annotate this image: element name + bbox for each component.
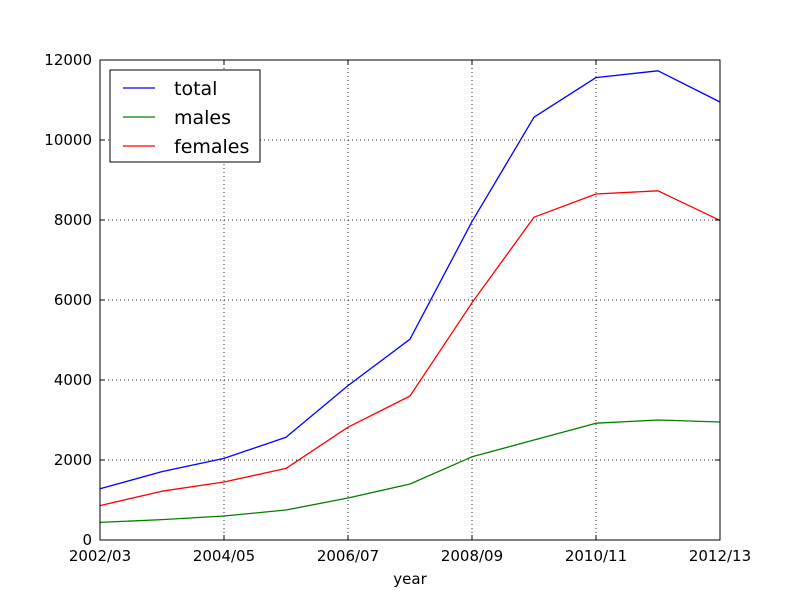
x-tick-label: 2006/07	[317, 547, 379, 565]
legend-label-males: males	[174, 107, 231, 129]
x-tick-label: 2012/13	[689, 547, 751, 565]
x-tick-label: 2002/03	[69, 547, 131, 565]
axis-ticks	[99, 59, 721, 541]
y-tick-label: 8000	[54, 211, 92, 229]
legend-items: total males females	[123, 78, 249, 158]
x-axis-tick-labels: 2002/03 2004/05 2006/07 2008/09 2010/11 2012/…	[69, 547, 751, 565]
legend-frame	[109, 69, 261, 163]
series-lines	[99, 70, 721, 524]
series-line-total	[99, 70, 721, 490]
y-tick-label: 12000	[44, 51, 92, 69]
y-tick-label: 2000	[54, 451, 92, 469]
series-line-females	[99, 190, 721, 507]
legend-label-total: total	[174, 78, 217, 100]
x-tick-label: 2004/05	[193, 547, 255, 565]
legend: total males females	[109, 69, 261, 163]
y-axis-tick-labels: 0 2000 4000 6000 8000 10000 12000	[44, 51, 92, 549]
y-tick-label: 0	[82, 531, 92, 549]
y-tick-label: 10000	[44, 131, 92, 149]
y-tick-label: 4000	[54, 371, 92, 389]
x-tick-label: 2008/09	[441, 547, 503, 565]
x-tick-label: 2010/11	[565, 547, 627, 565]
x-axis-label: year	[393, 570, 427, 588]
series-line-males	[99, 419, 721, 524]
legend-label-females: females	[174, 136, 249, 158]
y-tick-label: 6000	[54, 291, 92, 309]
